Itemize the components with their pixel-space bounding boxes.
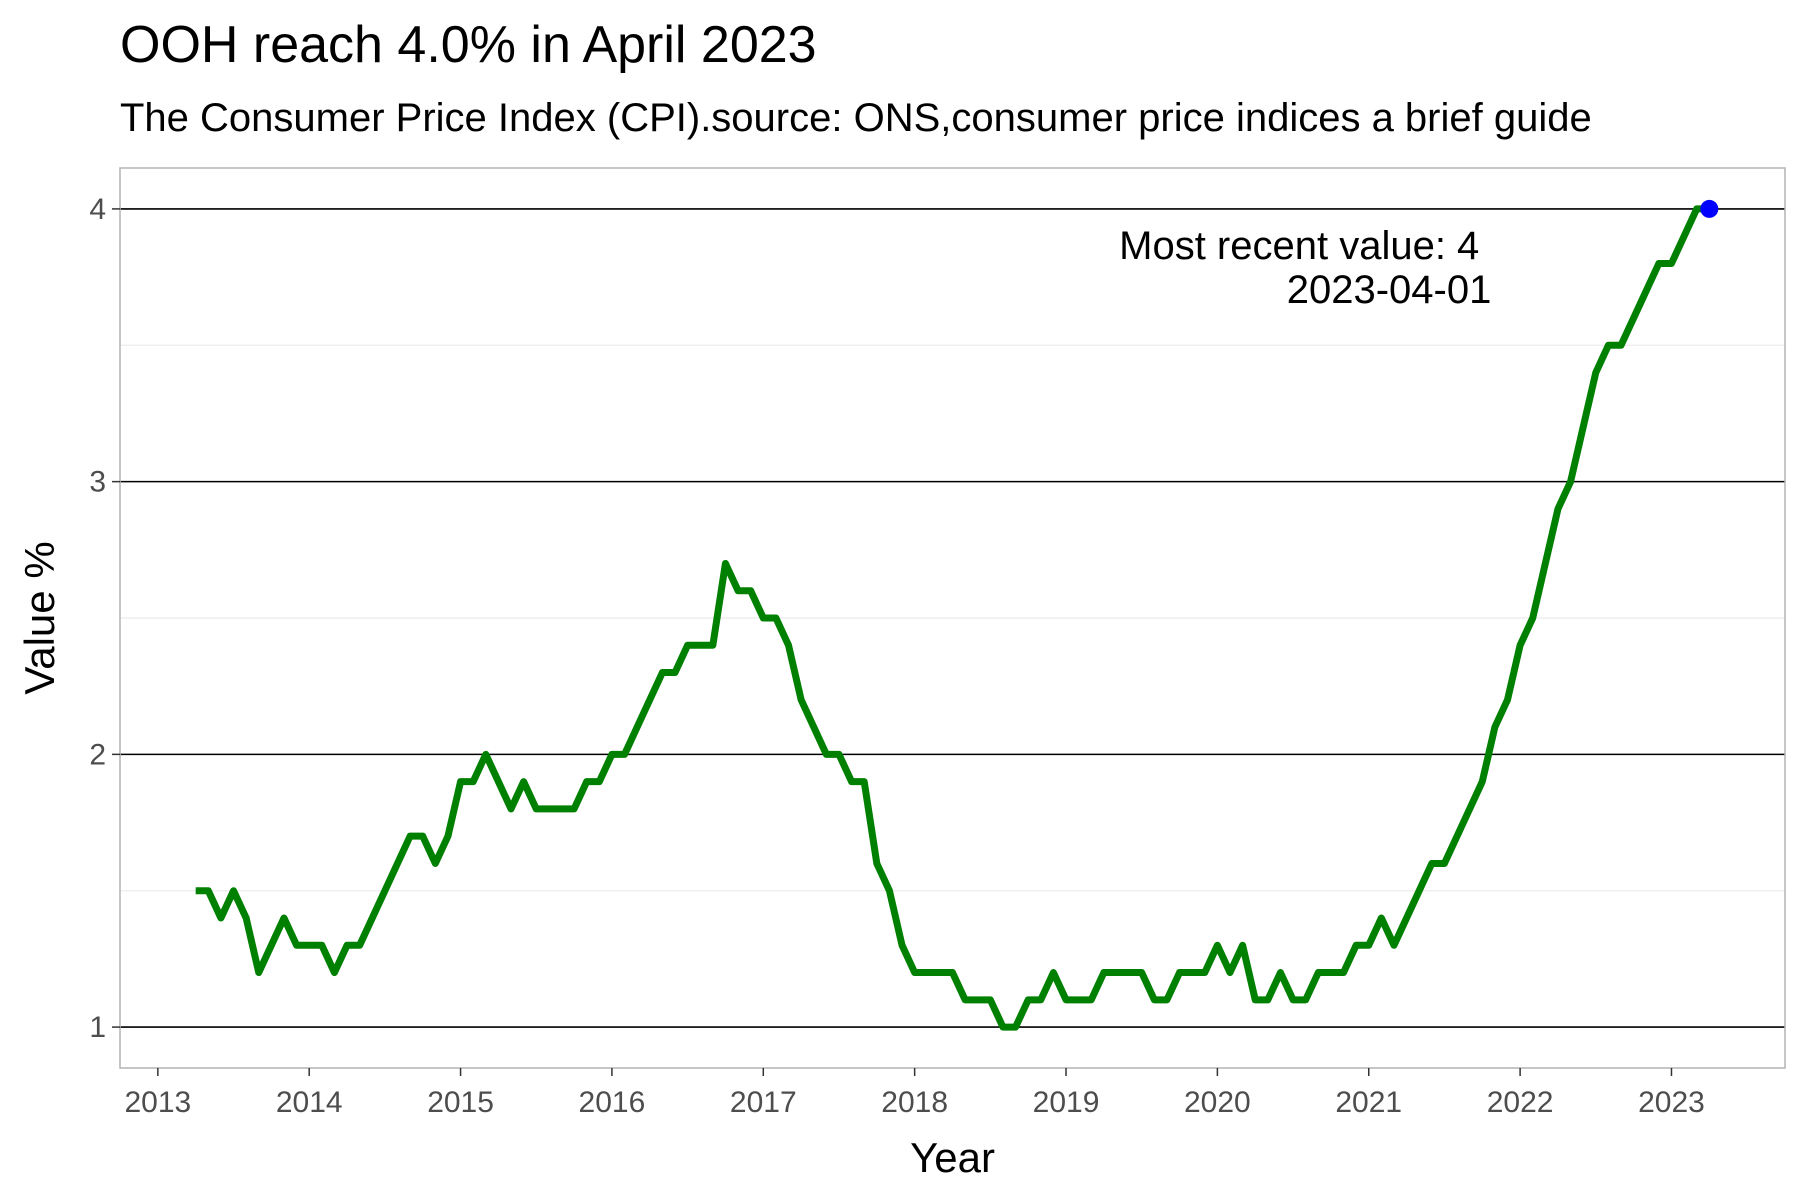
x-tick-label: 2022 xyxy=(1487,1086,1554,1119)
y-tick-label: 4 xyxy=(89,193,106,226)
plot-panel-border xyxy=(119,167,1786,1069)
x-tick-label: 2019 xyxy=(1033,1086,1100,1119)
y-tick-label: 2 xyxy=(89,738,106,771)
chart-title: OOH reach 4.0% in April 2023 xyxy=(120,16,817,74)
chart-subtitle: The Consumer Price Index (CPI).source: O… xyxy=(120,96,1592,140)
annotation-most-recent-date: 2023-04-01 xyxy=(1287,268,1492,312)
x-tick-label: 2017 xyxy=(730,1086,797,1119)
minor-gridlines xyxy=(120,344,1785,892)
annotation-most-recent-value: Most recent value: 4 xyxy=(1119,224,1479,268)
x-axis: 2013 2014 2015 2016 2017 2018 2019 2020 2021 2022… xyxy=(124,1068,1705,1119)
x-tick-label: 2016 xyxy=(579,1086,646,1119)
y-axis-title: Value % xyxy=(16,541,63,694)
y-tick-label: 1 xyxy=(89,1011,106,1044)
y-tick-label: 3 xyxy=(89,466,106,499)
x-tick-label: 2015 xyxy=(427,1086,494,1119)
x-tick-label: 2018 xyxy=(881,1086,948,1119)
y-axis: 1 2 3 4 xyxy=(89,193,120,1044)
x-axis-title: Year xyxy=(910,1134,995,1181)
major-gridlines xyxy=(120,208,1785,1028)
series-line xyxy=(195,205,1710,1031)
x-tick-label: 2014 xyxy=(276,1086,343,1119)
x-tick-label: 2023 xyxy=(1638,1086,1705,1119)
x-tick-label: 2020 xyxy=(1184,1086,1251,1119)
x-tick-label: 2021 xyxy=(1335,1086,1402,1119)
most-recent-point xyxy=(1700,199,1719,218)
x-tick-label: 2013 xyxy=(124,1086,191,1119)
